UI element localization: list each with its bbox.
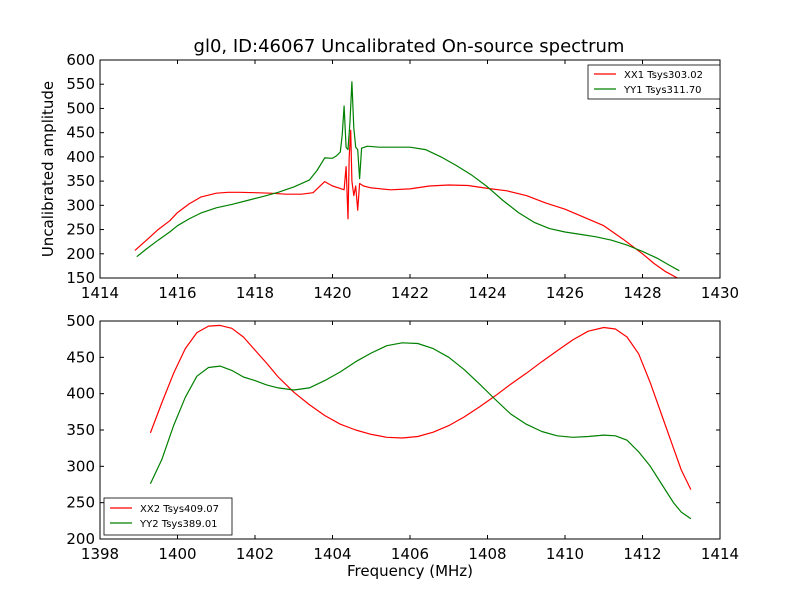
x-tick-label: 1418: [236, 284, 274, 302]
y-tick-label: 200: [66, 245, 95, 263]
y-tick-label: 300: [66, 457, 95, 475]
y-tick-label: 400: [66, 148, 95, 166]
y-tick-label: 450: [66, 348, 95, 366]
x-tick-label: 1412: [623, 545, 661, 563]
series-line-2: [149, 342, 692, 520]
y-tick-label: 550: [66, 75, 95, 93]
y-tick-label: 150: [66, 269, 95, 287]
x-tick-label: 1430: [701, 284, 739, 302]
y-axis-label: Uncalibrated amplitude: [39, 81, 57, 257]
y-tick-label: 450: [66, 124, 95, 142]
y-tick-label: 500: [66, 312, 95, 330]
y-tick-label: 300: [66, 196, 95, 214]
x-tick-label: 1424: [468, 284, 506, 302]
legend-label-2: YY2 Tsys389.01: [139, 519, 218, 530]
legend-label-2: YY1 Tsys311.70: [623, 85, 702, 96]
x-tick-label: 1408: [468, 545, 506, 563]
x-tick-label: 1406: [391, 545, 429, 563]
legend-box: [587, 64, 721, 100]
x-tick-label: 1416: [158, 284, 196, 302]
legend-label-1: XX1 Tsys303.02: [624, 70, 703, 81]
y-tick-label: 350: [66, 172, 95, 190]
plot-area: [149, 324, 692, 520]
y-tick-label: 200: [66, 530, 95, 548]
x-tick-label: 1404: [313, 545, 351, 563]
y-tick-label: 400: [66, 385, 95, 403]
x-tick-label: 1414: [81, 284, 119, 302]
chart-title: gl0, ID:46067 Uncalibrated On-source spe…: [194, 36, 625, 57]
x-tick-label: 1410: [546, 545, 584, 563]
legend-box: [103, 497, 233, 536]
y-tick-label: 350: [66, 421, 95, 439]
series-line-2: [136, 81, 680, 272]
legend: XX2 Tsys409.07 YY2 Tsys389.01: [103, 497, 233, 536]
y-tick-label: 250: [66, 221, 95, 239]
legend: XX1 Tsys303.02 YY1 Tsys311.70: [587, 64, 721, 100]
x-axis-label: Frequency (MHz): [347, 562, 473, 580]
top-panel: 1414 1416 1418 1420 1422 1424 1426 1428 1430 150 2…: [39, 51, 739, 302]
x-tick-label: 1426: [546, 284, 584, 302]
legend-label-1: XX2 Tsys409.07: [140, 504, 219, 515]
bottom-panel: 1398 1400 1402 1404 1406 1408 1410 1412 1414 200 2…: [66, 312, 739, 580]
x-tick-label: 1402: [236, 545, 274, 563]
x-tick-label: 1422: [391, 284, 429, 302]
x-tick-label: 1420: [313, 284, 351, 302]
x-tick-label: 1414: [701, 545, 739, 563]
series-line-1: [149, 324, 692, 490]
y-tick-label: 500: [66, 99, 95, 117]
y-tick-label: 600: [66, 51, 95, 69]
series-line-1: [134, 129, 678, 278]
x-tick-label: 1428: [623, 284, 661, 302]
x-tick-label: 1398: [81, 545, 119, 563]
plot-area: [134, 81, 680, 278]
x-tick-label: 1400: [158, 545, 196, 563]
y-tick-label: 250: [66, 494, 95, 512]
